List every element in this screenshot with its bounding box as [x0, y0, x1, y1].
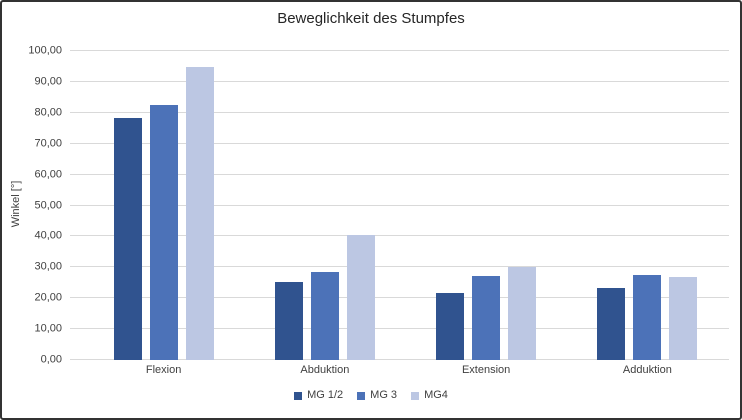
gridline	[70, 142, 729, 144]
bar	[669, 276, 698, 360]
plot-area	[70, 50, 729, 360]
chart-title: Beweglichkeit des Stumpfes	[277, 10, 465, 27]
x-axis-label: Extension	[461, 364, 511, 376]
y-axis-tick-label: 90,00	[34, 75, 62, 88]
x-axis-label: Flexion	[145, 364, 182, 376]
bar-group	[244, 51, 405, 360]
gridline	[70, 235, 729, 237]
legend-item: MG4	[411, 390, 448, 401]
y-axis-tick-label: 60,00	[34, 168, 62, 181]
legend-label: MG 1/2	[307, 389, 344, 401]
bar	[185, 67, 214, 360]
bar-group	[567, 51, 728, 360]
y-axis-tick-label: 0,00	[40, 353, 62, 366]
x-axis-labels: Flexion Abduktion Extension Adduktion	[83, 364, 728, 376]
bar	[508, 267, 537, 360]
bar	[113, 117, 142, 360]
legend-item: MG 3	[357, 390, 397, 401]
legend-swatch	[357, 391, 366, 400]
bar	[310, 271, 339, 360]
y-axis-tick-label: 80,00	[34, 106, 62, 119]
gridline	[70, 80, 729, 82]
bar-group	[83, 51, 244, 360]
y-axis-tick-label: 20,00	[34, 291, 62, 304]
gridline	[70, 50, 729, 51]
bar	[436, 292, 465, 360]
y-axis-tick-label: 30,00	[34, 260, 62, 273]
x-axis-label: Abduktion	[300, 364, 350, 376]
gridline	[70, 297, 729, 299]
y-axis-tick-label: 40,00	[34, 229, 62, 242]
y-axis-tick-labels: 0,00 10,00 20,00 30,00 40,00 50,00 60,00 70,00 8…	[2, 45, 62, 365]
legend-label: MG4	[424, 389, 448, 401]
bar	[597, 287, 626, 360]
gridline	[70, 359, 729, 360]
gridline	[70, 111, 729, 113]
legend: MG 1/2 MG 3 MG4	[2, 390, 740, 401]
y-axis-tick-label: 100,00	[28, 44, 62, 57]
legend-label: MG 3	[370, 389, 398, 401]
gridline	[70, 204, 729, 206]
legend-item: MG 1/2	[294, 390, 343, 401]
gridline	[70, 328, 729, 330]
gridline	[70, 266, 729, 268]
bar-group	[406, 51, 567, 360]
bar	[346, 234, 375, 360]
bar-groups	[83, 51, 728, 360]
bar	[472, 275, 501, 360]
bar	[149, 105, 178, 360]
y-axis-tick-label: 50,00	[34, 199, 62, 211]
y-axis-tick-label: 10,00	[34, 322, 62, 335]
gridline	[70, 173, 729, 175]
x-axis-label: Adduktion	[622, 364, 672, 376]
legend-swatch	[294, 391, 303, 400]
bar	[633, 275, 662, 360]
y-axis-tick-label: 70,00	[34, 137, 62, 150]
bar	[274, 281, 303, 360]
legend-swatch	[411, 391, 420, 400]
